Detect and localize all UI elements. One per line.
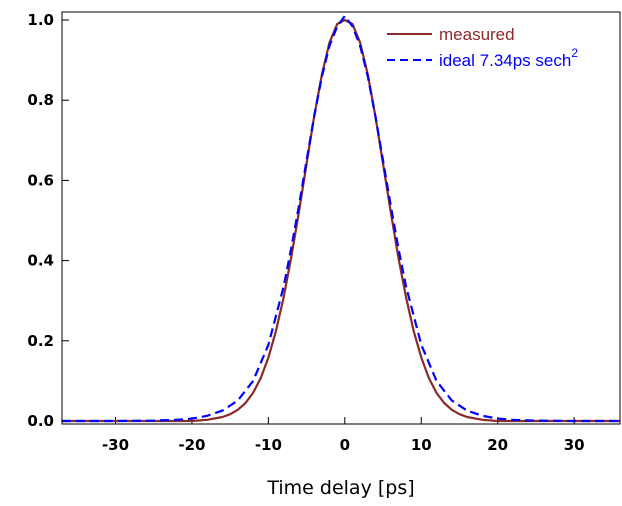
y-tick-label: 0.4 [27,252,54,270]
x-tick-label: 10 [411,436,432,454]
y-axis-ticks: 0.0 0.2 0.4 0.6 0.8 1.0 [27,11,69,430]
legend-entry-name: ideal 7.34ps sech [439,51,571,70]
series-ideal-sech2-line [62,14,620,423]
plot-area [62,14,620,423]
legend-entry-label: measured [439,25,515,44]
legend-entry-label: ideal 7.34ps sech2 [439,46,578,70]
x-tick-label: 30 [564,436,585,454]
y-tick-label: 1.0 [27,11,54,29]
x-tick-label: -20 [178,436,205,454]
x-tick-label: 20 [487,436,508,454]
x-tick-label: -10 [255,436,282,454]
series-measured-line [62,18,620,423]
y-tick-label: 0.6 [27,171,54,189]
y-tick-label: 0.0 [27,412,54,430]
plot-frame [61,11,621,425]
x-tick-label: -30 [102,436,129,454]
legend-superscript: 2 [571,46,578,60]
x-tick-label: 0 [340,436,350,454]
x-axis-label: Time delay [ps] [266,477,414,499]
x-axis-ticks: -30 -20 -10 0 10 20 30 [102,417,585,454]
y-tick-label: 0.8 [27,91,54,109]
y-tick-label: 0.2 [27,332,54,350]
legend-entry-name: measured [439,25,515,44]
legend: measured ideal 7.34ps sech2 [387,25,578,70]
